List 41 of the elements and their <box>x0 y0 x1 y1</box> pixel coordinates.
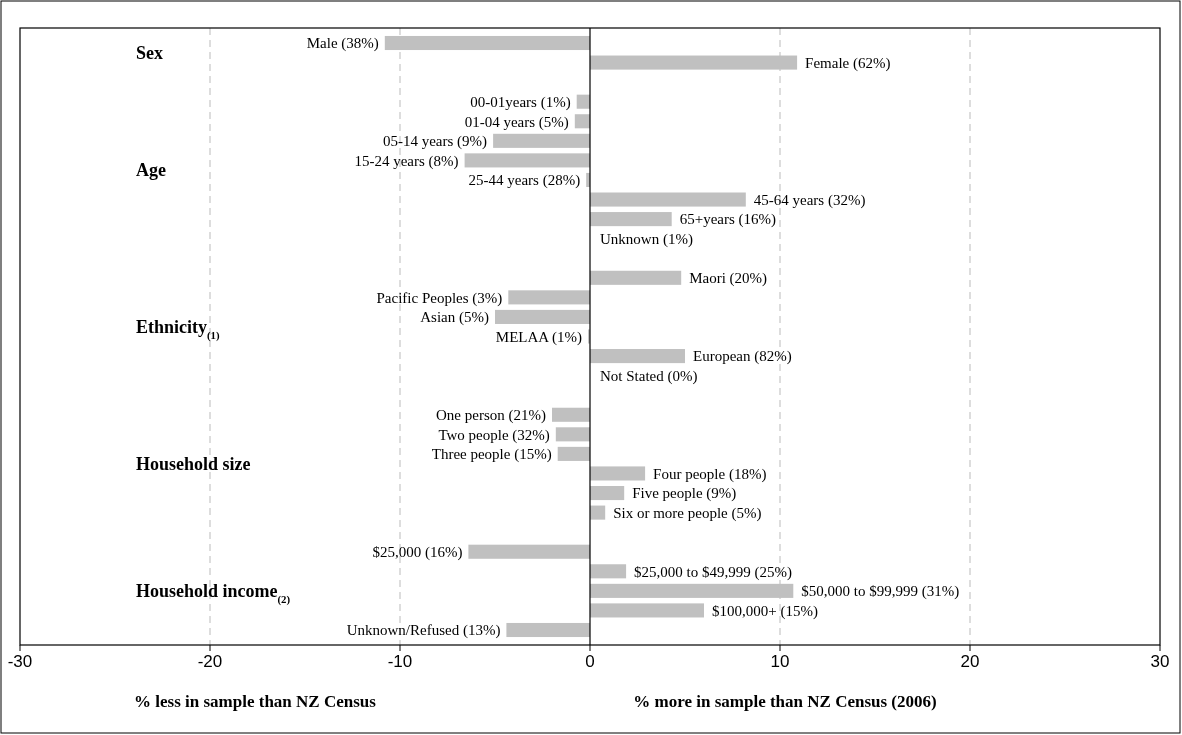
annotation: Sex <box>136 43 163 64</box>
y-tick-label: Female (62%) <box>805 54 891 72</box>
annotation: Age <box>136 160 166 181</box>
y-tick-label: Asian (5%) <box>420 309 489 327</box>
x-tick-label: 10 <box>770 652 790 671</box>
x-axis-title: % more in sample than NZ Census (2006) <box>633 692 937 711</box>
y-tick-label: Three people (15%) <box>431 446 552 464</box>
y-tick-label: MELAA (1%) <box>495 328 583 346</box>
y-tick-label: European (82%) <box>693 348 792 366</box>
y-tick-label: $100,000+ (15%) <box>712 602 818 620</box>
x-tick-label: 30 <box>1150 652 1170 671</box>
annotation: Household income$_{(2)}$ <box>136 581 291 607</box>
y-tick-label: Unknown (1%) <box>600 230 693 248</box>
y-tick-label: 05-14 years (9%) <box>382 133 488 151</box>
y-tick-label: Not Stated (0%) <box>600 367 698 385</box>
y-tick-label: One person (21%) <box>436 407 546 425</box>
y-tick-label: 25-44 years (28%) <box>468 172 581 190</box>
y-tick-label: Five people (9%) <box>632 485 737 503</box>
y-tick-label: 00-01years (1%) <box>470 93 571 111</box>
x-tick-label: -30 <box>7 652 33 671</box>
y-tick-label: 65+years (16%) <box>679 211 777 229</box>
x-tick-label: 20 <box>960 652 980 671</box>
y-tick-label: $25,000 to $49,999 (25%) <box>634 563 793 581</box>
text: % less in sample than NZ Census <box>134 692 377 711</box>
y-tick-label: $50,000 to $99,999 (31%) <box>801 583 960 601</box>
annotation: Ethnicity$_{(1)}$ <box>136 317 221 343</box>
y-tick-label: Pacific Peoples (3%) <box>376 289 503 307</box>
x-tick-label: -10 <box>387 652 413 671</box>
y-tick-label: 01-04 years (5%) <box>464 113 569 131</box>
annotation: Household size <box>136 453 251 474</box>
y-tick-label: 15-24 years (8%) <box>354 152 459 170</box>
y-tick-label: Unknown/Refused (13%) <box>346 622 501 640</box>
y-tick-label: Four people (18%) <box>653 465 767 483</box>
y-tick-label: Six or more people (5%) <box>613 504 762 522</box>
y-tick-label: Two people (32%) <box>438 426 550 444</box>
y-tick-label: Maori (20%) <box>689 270 768 288</box>
x-tick-label: 0 <box>585 652 595 671</box>
y-tick-label: $25,000 (16%) <box>372 543 463 561</box>
y-tick-label: 45-64 years (32%) <box>753 191 866 209</box>
y-tick-label: Male (38%) <box>306 35 379 53</box>
x-tick-label: -20 <box>197 652 223 671</box>
